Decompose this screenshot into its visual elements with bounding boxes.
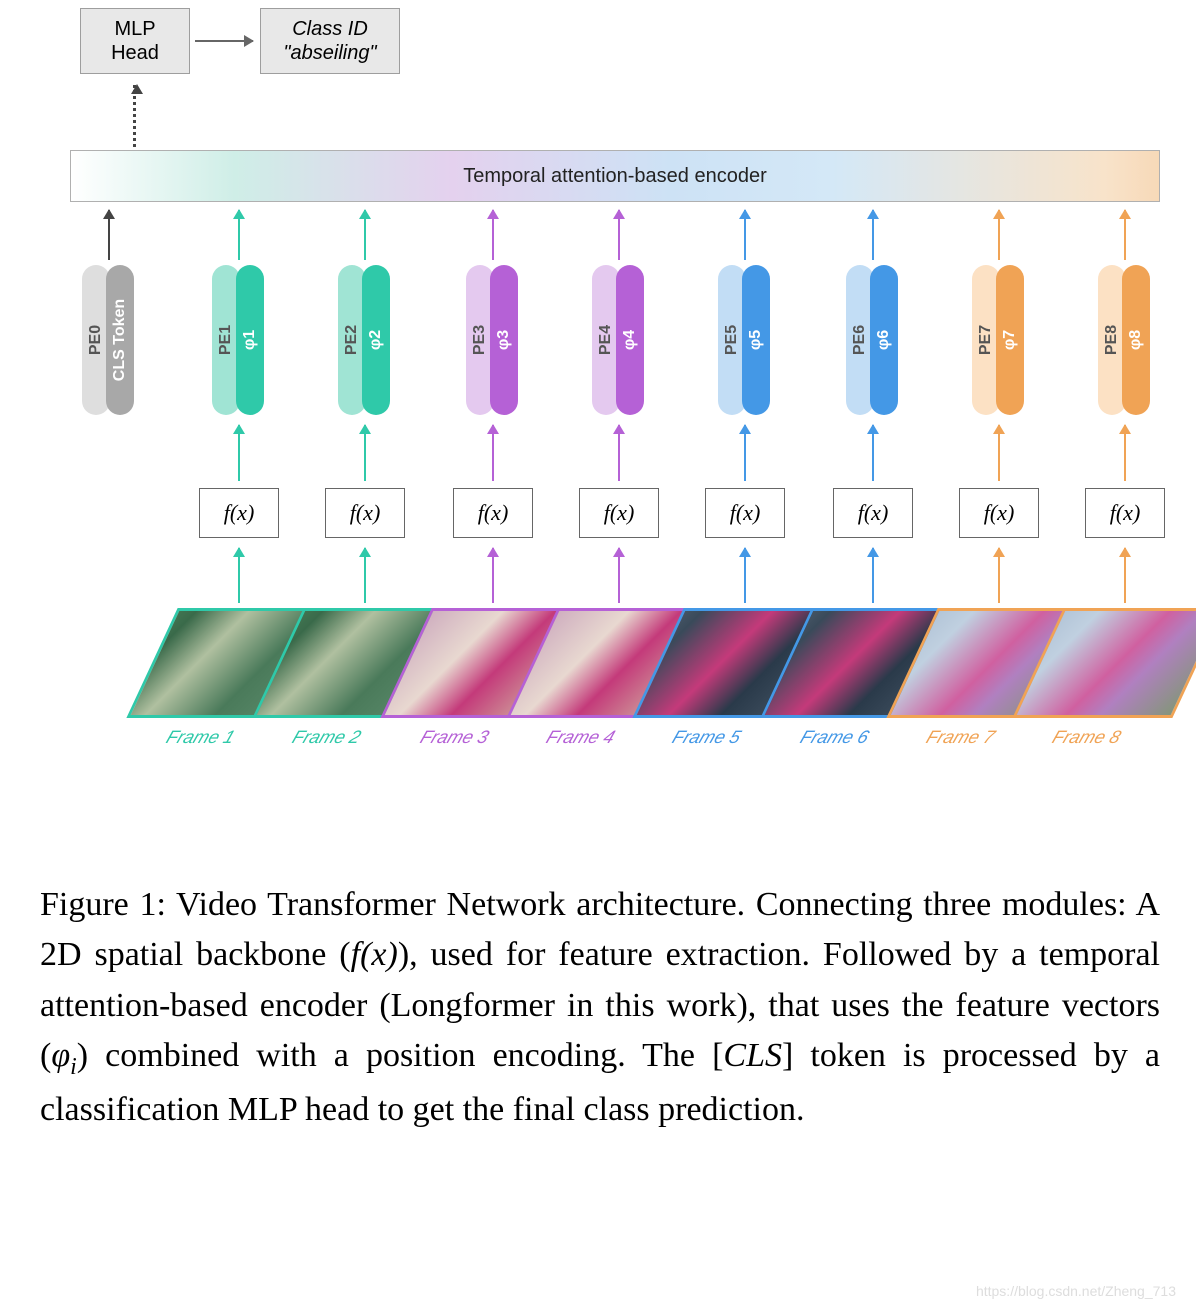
pe3-label: PE3 <box>471 325 489 355</box>
frame-8-label: Frame 8 <box>1049 727 1124 748</box>
arrow-phi5-to-encoder <box>744 210 746 260</box>
watermark-text: https://blog.csdn.net/Zheng_713 <box>976 1283 1176 1299</box>
arrow-frame5-to-fx <box>744 548 746 603</box>
phi8-pill: φ8 <box>1122 265 1150 415</box>
frame-8-img <box>1012 608 1196 718</box>
arrow-frame8-to-fx <box>1124 548 1126 603</box>
arrow-phi1-to-encoder <box>238 210 240 260</box>
arrow-cls-up <box>108 210 110 260</box>
pe7-label: PE7 <box>977 325 995 355</box>
pe0-label: PE0 <box>87 325 105 355</box>
arrow-phi8-to-encoder <box>1124 210 1126 260</box>
cls-token-col: PE0 CLS Token <box>82 265 142 415</box>
fx-box-6: f(x) <box>833 488 913 538</box>
phi4-pill: φ4 <box>616 265 644 415</box>
arrow-frame1-to-fx <box>238 548 240 603</box>
arrow-fx4-to-phi <box>618 425 620 481</box>
token-col-3: PE3 φ3 <box>466 265 526 415</box>
arrow-fx8-to-phi <box>1124 425 1126 481</box>
caption-fig-num: Figure 1: <box>40 886 166 923</box>
phi2-label: φ2 <box>367 330 385 350</box>
cls-token-pill: CLS Token <box>106 265 134 415</box>
figure-caption: Figure 1: Video Transformer Network arch… <box>40 880 1160 1135</box>
phi1-pill: φ1 <box>236 265 264 415</box>
fx-box-4: f(x) <box>579 488 659 538</box>
frame-4-label: Frame 4 <box>543 727 618 748</box>
mlp-head-label: MLP Head <box>111 17 159 65</box>
frame-7-label: Frame 7 <box>923 727 998 748</box>
frame-2-label: Frame 2 <box>289 727 364 748</box>
arrow-frame2-to-fx <box>364 548 366 603</box>
phi7-pill: φ7 <box>996 265 1024 415</box>
arrow-frame6-to-fx <box>872 548 874 603</box>
frame-3-label: Frame 3 <box>417 727 492 748</box>
phi3-pill: φ3 <box>490 265 518 415</box>
phi7-label: φ7 <box>1001 330 1019 350</box>
pe2-label: PE2 <box>343 325 361 355</box>
class-id-box: Class ID "abseiling" <box>260 8 400 74</box>
token-col-6: PE6 φ6 <box>846 265 906 415</box>
pe8-label: PE8 <box>1103 325 1121 355</box>
phi4-label: φ4 <box>621 330 639 350</box>
architecture-diagram: MLP Head Class ID "abseiling" Temporal a… <box>0 0 1196 820</box>
phi2-pill: φ2 <box>362 265 390 415</box>
cls-token-label: CLS Token <box>111 299 129 381</box>
caption-text-3: ) combined with a position encoding. The… <box>77 1037 724 1074</box>
phi5-pill: φ5 <box>742 265 770 415</box>
arrow-phi4-to-encoder <box>618 210 620 260</box>
caption-phi: φ <box>51 1037 70 1074</box>
arrow-fx5-to-phi <box>744 425 746 481</box>
caption-fx: f(x) <box>351 936 398 973</box>
arrow-phi2-to-encoder <box>364 210 366 260</box>
token-col-5: PE5 φ5 <box>718 265 778 415</box>
frame-6-label: Frame 6 <box>797 727 872 748</box>
arrow-frame3-to-fx <box>492 548 494 603</box>
frame-8-fill <box>1014 608 1196 718</box>
token-col-1: PE1 φ1 <box>212 265 272 415</box>
temporal-encoder-bar: Temporal attention-based encoder <box>70 150 1160 202</box>
encoder-label: Temporal attention-based encoder <box>463 165 767 188</box>
fx-box-8: f(x) <box>1085 488 1165 538</box>
fx-box-5: f(x) <box>705 488 785 538</box>
arrow-fx1-to-phi <box>238 425 240 481</box>
caption-cls: CLS <box>723 1037 782 1074</box>
phi5-label: φ5 <box>747 330 765 350</box>
frame-8: Frame 8 <box>1038 608 1196 718</box>
caption-phi-sub: i <box>70 1054 77 1080</box>
fx-box-7: f(x) <box>959 488 1039 538</box>
arrow-fx3-to-phi <box>492 425 494 481</box>
phi1-label: φ1 <box>241 330 259 350</box>
arrow-phi6-to-encoder <box>872 210 874 260</box>
pe4-label: PE4 <box>597 325 615 355</box>
token-col-4: PE4 φ4 <box>592 265 652 415</box>
fx-box-1: f(x) <box>199 488 279 538</box>
phi6-pill: φ6 <box>870 265 898 415</box>
phi6-label: φ6 <box>875 330 893 350</box>
arrow-fx7-to-phi <box>998 425 1000 481</box>
fx-box-2: f(x) <box>325 488 405 538</box>
fx-box-3: f(x) <box>453 488 533 538</box>
arrow-frame7-to-fx <box>998 548 1000 603</box>
frame-1-label: Frame 1 <box>163 727 238 748</box>
frame-5-label: Frame 5 <box>669 727 744 748</box>
phi3-label: φ3 <box>495 330 513 350</box>
pe5-label: PE5 <box>723 325 741 355</box>
arrow-cls-to-mlp <box>133 85 136 147</box>
arrow-fx6-to-phi <box>872 425 874 481</box>
phi8-label: φ8 <box>1127 330 1145 350</box>
arrow-mlp-to-class <box>195 40 253 42</box>
pe1-label: PE1 <box>217 325 235 355</box>
class-id-label: Class ID "abseiling" <box>283 17 376 65</box>
token-col-7: PE7 φ7 <box>972 265 1032 415</box>
mlp-head-box: MLP Head <box>80 8 190 74</box>
pe6-label: PE6 <box>851 325 869 355</box>
token-col-8: PE8 φ8 <box>1098 265 1158 415</box>
arrow-phi7-to-encoder <box>998 210 1000 260</box>
arrow-fx2-to-phi <box>364 425 366 481</box>
arrow-phi3-to-encoder <box>492 210 494 260</box>
arrow-frame4-to-fx <box>618 548 620 603</box>
token-col-2: PE2 φ2 <box>338 265 398 415</box>
